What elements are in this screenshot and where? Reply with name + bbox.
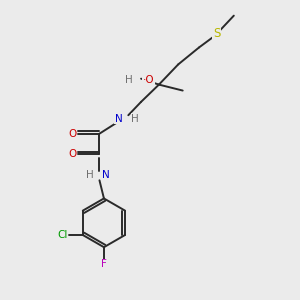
Text: H: H [131,114,139,124]
Text: O: O [69,129,77,139]
Text: F: F [101,259,107,269]
Text: Cl: Cl [57,230,68,240]
Text: H: H [125,75,133,85]
Text: H: H [86,170,94,180]
Text: S: S [213,27,220,40]
Text: N: N [102,170,110,180]
Text: ·O: ·O [142,75,154,85]
Text: N: N [115,114,122,124]
Text: O: O [69,149,77,160]
